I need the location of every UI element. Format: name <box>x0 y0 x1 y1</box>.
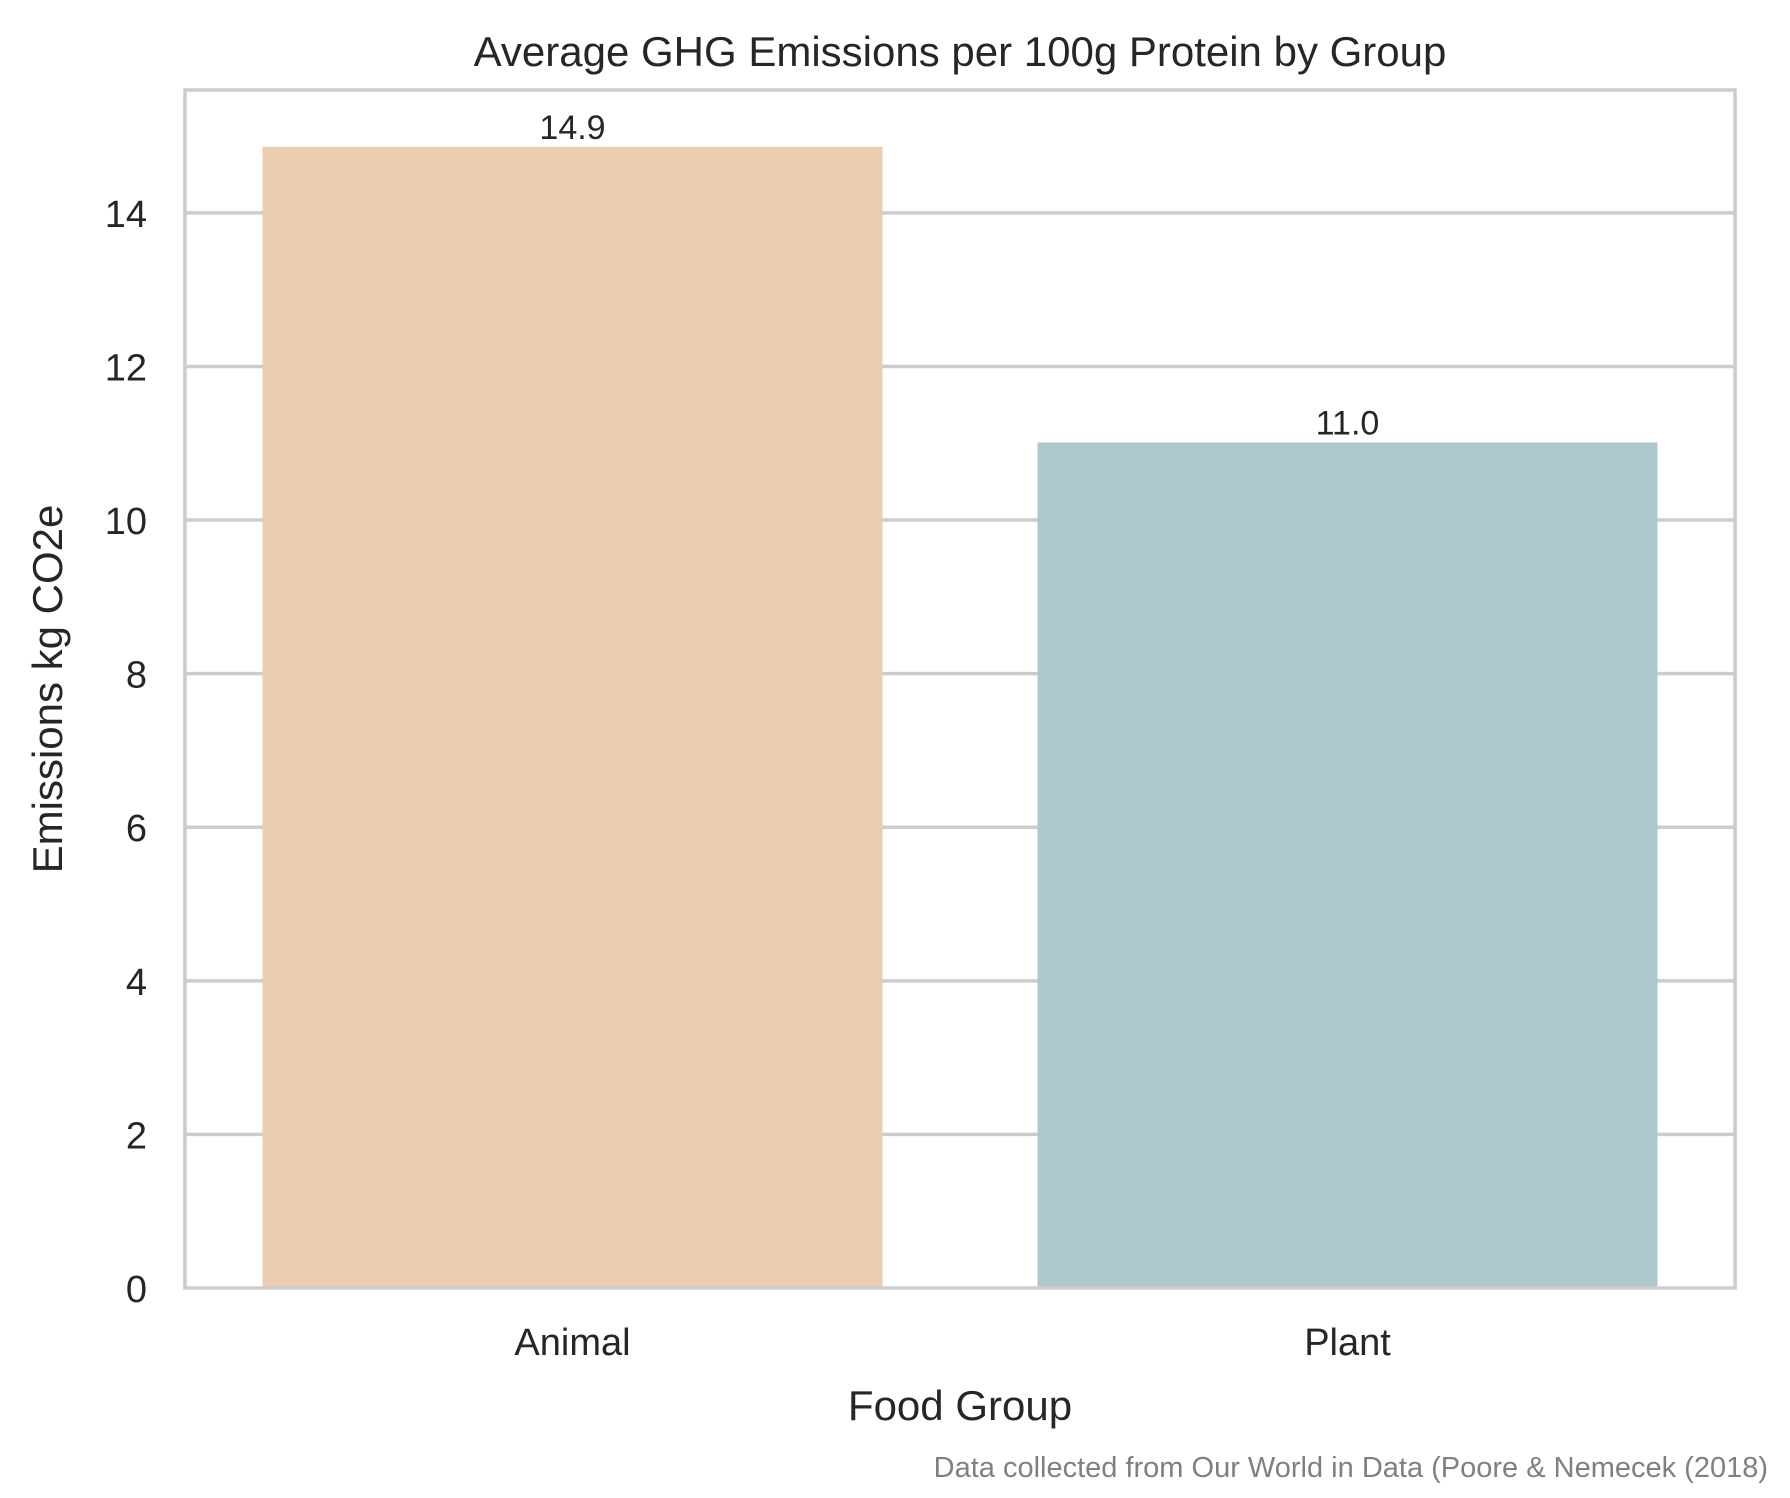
y-tick-label: 0 <box>126 1269 147 1311</box>
y-tick-label: 14 <box>105 194 147 236</box>
x-tick-label: Animal <box>514 1322 630 1364</box>
bar-value-labels: 14.9 11.0 <box>539 109 1379 443</box>
bar-value-label: 14.9 <box>539 109 605 147</box>
y-tick-label: 12 <box>105 347 147 389</box>
y-axis-label: Emissions kg CO2e <box>24 505 71 874</box>
x-tick-label: Plant <box>1304 1322 1391 1364</box>
y-tick-labels: 0 2 4 6 8 10 12 14 <box>105 194 147 1311</box>
y-tick-label: 4 <box>126 962 147 1004</box>
source-caption: Data collected from Our World in Data (P… <box>934 1452 1768 1484</box>
y-tick-label: 6 <box>126 808 147 850</box>
bar-plant <box>1037 442 1658 1288</box>
bars <box>262 146 1658 1288</box>
y-tick-label: 10 <box>105 501 147 543</box>
chart-title: Average GHG Emissions per 100g Protein b… <box>474 28 1447 75</box>
bar-animal <box>262 146 883 1288</box>
x-axis-label: Food Group <box>848 1382 1072 1429</box>
y-tick-label: 2 <box>126 1115 147 1157</box>
x-tick-labels: Animal Plant <box>514 1322 1391 1364</box>
y-tick-label: 8 <box>126 655 147 697</box>
plot-frame <box>183 88 1737 1290</box>
bar-value-label: 11.0 <box>1316 404 1380 442</box>
